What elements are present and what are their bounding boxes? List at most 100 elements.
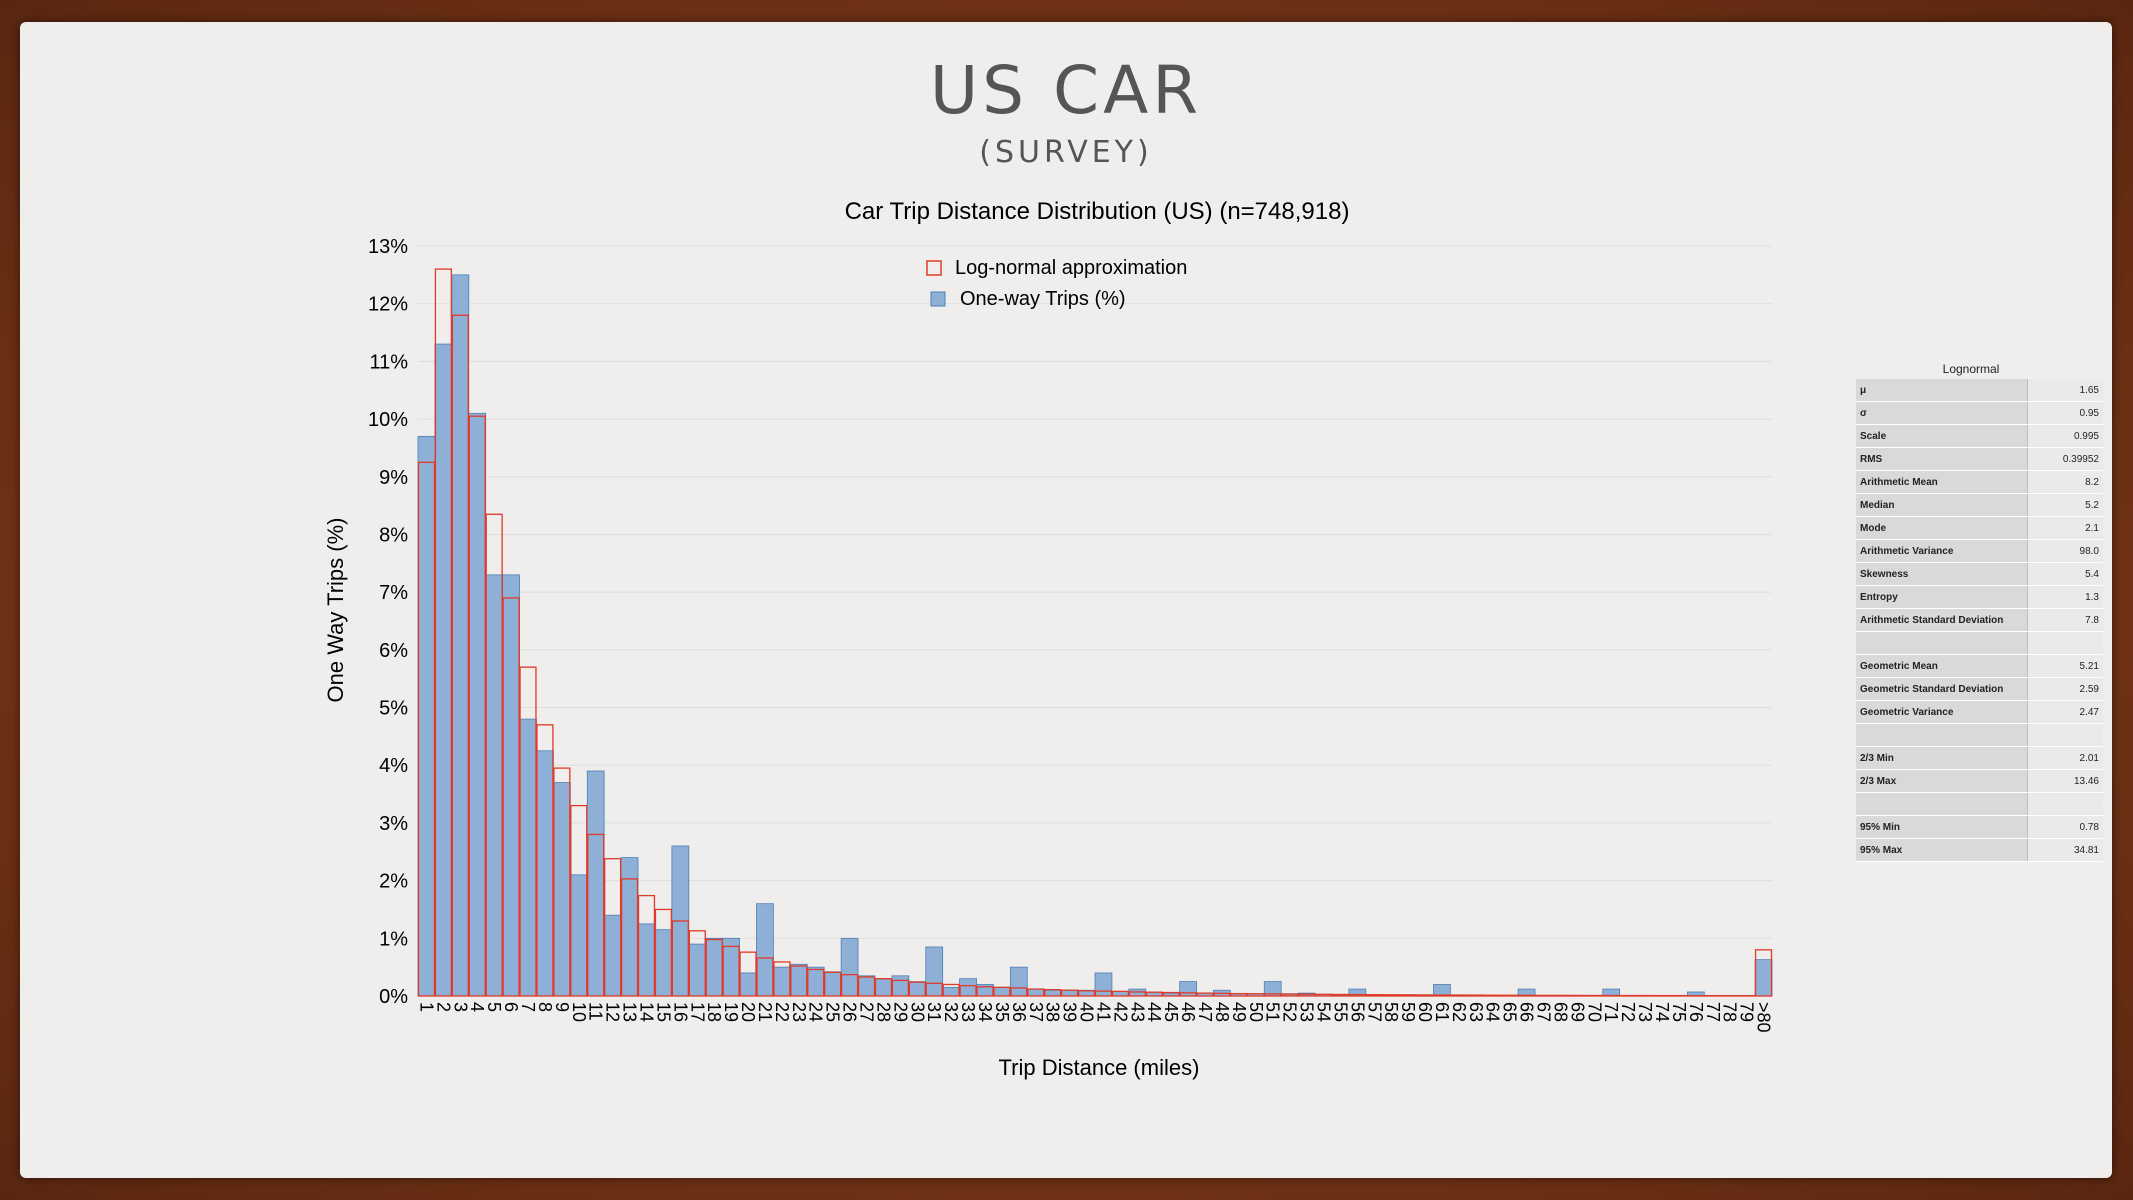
y-tick-label: 9%: [379, 467, 408, 489]
x-tick-label: 61: [1432, 1002, 1452, 1022]
bar-lognormal: [1348, 993, 1366, 997]
stats-value: 1.3: [2027, 585, 2103, 609]
x-axis-label: Trip Distance (miles): [999, 1055, 1200, 1080]
stats-row: Geometric Standard Deviation 2.59: [1856, 677, 2103, 701]
stats-key: Scale: [1856, 424, 2028, 448]
x-tick-label: 38: [1043, 1002, 1063, 1022]
bar-trips: [993, 986, 1011, 997]
bar-trips: [942, 986, 960, 997]
x-tick-label: 46: [1178, 1002, 1198, 1022]
x-tick-label: 32: [941, 1002, 961, 1022]
bar-lognormal: [502, 597, 520, 997]
slide-title: US CAR: [929, 52, 1203, 129]
x-tick-label: 1: [416, 1002, 436, 1012]
x-tick-label: 33: [958, 1002, 978, 1022]
bar-lognormal: [1162, 991, 1180, 997]
stats-value: 1.65: [2027, 379, 2103, 402]
legend-swatch-lognormal: [926, 260, 942, 276]
y-tick-label: 11%: [369, 351, 408, 373]
stats-key: [1856, 723, 2028, 747]
x-tick-label: 45: [1161, 1002, 1181, 1022]
stats-value: [2027, 723, 2103, 747]
stats-value: 0.39952: [2027, 447, 2103, 471]
stats-title: Lognormal: [1942, 362, 2000, 376]
bar-lognormal: [604, 858, 622, 997]
bar-lognormal: [908, 981, 926, 997]
bar-lognormal: [1213, 992, 1231, 997]
x-tick-label: 43: [1127, 1002, 1147, 1022]
x-tick-label: 40: [1077, 1002, 1097, 1022]
bar-trips: [1043, 989, 1062, 997]
bar-lognormal: [1247, 993, 1265, 997]
stats-key: σ: [1856, 401, 2028, 425]
x-tick-label: 52: [1280, 1002, 1300, 1022]
bar-lognormal: [1264, 993, 1282, 997]
legend: Log-normal approximation One-way Trips (…: [926, 257, 1187, 310]
bar-lognormal: [1077, 990, 1096, 997]
x-tick-label: 9: [552, 1002, 572, 1012]
bar-lognormal: [654, 908, 673, 997]
stats-row: 95% Min 0.78: [1856, 815, 2103, 839]
stats-row: Arithmetic Variance 98.0: [1856, 539, 2103, 563]
bar-trips: [1179, 981, 1197, 997]
bar-trips: [468, 412, 487, 997]
x-tick-label: 25: [823, 1002, 843, 1022]
x-tick-label: 62: [1449, 1002, 1469, 1022]
x-tick-label: 26: [840, 1002, 860, 1022]
x-tick-label: 8: [535, 1002, 555, 1012]
stats-row: RMS 0.39952: [1856, 447, 2103, 471]
bar-lognormal: [1094, 990, 1113, 997]
x-tick-label: 49: [1229, 1002, 1249, 1022]
x-tick-label: 74: [1652, 1002, 1672, 1022]
bar-trips: [434, 343, 453, 997]
bar-trips: [959, 978, 977, 997]
bar-lognormal: [587, 833, 605, 997]
bar-trips: [451, 274, 470, 997]
stats-value: 2.47: [2027, 700, 2103, 724]
x-tick-label: 63: [1466, 1002, 1486, 1022]
bar-trips: [1111, 990, 1130, 997]
stats-value: 5.2: [2027, 493, 2103, 517]
stats-row: Geometric Mean 5.21: [1856, 654, 2103, 678]
bar-trips: [874, 978, 893, 997]
legend-swatch-trips: [930, 291, 946, 307]
x-tick-label: 60: [1415, 1002, 1435, 1022]
stats-value: 0.995: [2027, 424, 2103, 448]
bar-trips: [1060, 989, 1079, 997]
bar-trips: [789, 963, 808, 997]
bar-lognormal: [891, 979, 909, 997]
x-tick-label: 19: [721, 1002, 741, 1022]
x-tick-label: 18: [704, 1002, 724, 1022]
stats-value: 98.0: [2027, 539, 2103, 563]
bar-lognormal: [993, 986, 1011, 997]
x-tick-label: 37: [1026, 1002, 1046, 1022]
stats-key: Geometric Mean: [1856, 654, 2028, 678]
bar-trips: [569, 874, 588, 997]
stats-key: 2/3 Min: [1856, 746, 2028, 770]
bar-lognormal: [1331, 993, 1350, 997]
stats-key: μ: [1856, 379, 2028, 402]
x-tick-label: 28: [873, 1002, 893, 1022]
bar-lognormal: [739, 951, 757, 997]
y-tick-label: 12%: [368, 294, 408, 316]
x-tick-label: 72: [1618, 1002, 1638, 1022]
bar-lognormal: [536, 724, 554, 997]
bar-lognormal: [857, 976, 876, 997]
bar-trips: [857, 975, 876, 997]
bar-lognormal: [468, 415, 486, 997]
x-tick-label: 4: [467, 1002, 487, 1012]
bar-lognormal: [637, 894, 656, 997]
bar-lognormal: [976, 986, 994, 997]
x-tick-label: 2: [433, 1002, 453, 1012]
slide-subtitle: (SURVEY): [979, 135, 1153, 170]
stats-key: Entropy: [1856, 585, 2028, 609]
stats-key: Arithmetic Mean: [1856, 470, 2028, 494]
bar-trips: [739, 972, 757, 997]
bar-trips: [553, 782, 571, 997]
bar-lognormal: [1382, 994, 1400, 997]
x-tick-label: 14: [636, 1002, 656, 1022]
bar-lognormal: [671, 920, 689, 997]
y-tick-label: 13%: [368, 236, 408, 258]
bar-trips: [908, 981, 927, 997]
stats-value: 2.1: [2027, 516, 2103, 540]
